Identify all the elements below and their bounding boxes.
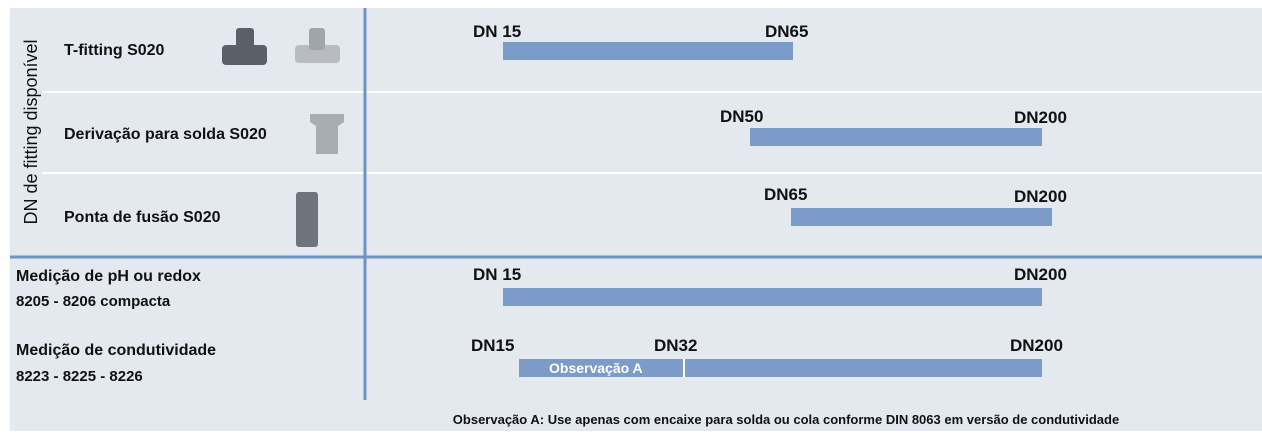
- range-label: DN 15: [473, 22, 521, 41]
- row-label: T-fitting S020: [64, 42, 165, 59]
- range-label: DN200: [1014, 265, 1067, 284]
- side-label: DN de fitting disponível: [21, 39, 41, 224]
- row-label: Ponta de fusão S020: [64, 209, 221, 226]
- range-bar: [519, 359, 1042, 377]
- range-label: DN200: [1014, 108, 1067, 127]
- range-label: DN15: [471, 336, 514, 355]
- row-label: Medição de condutividade: [16, 342, 216, 359]
- footnote: Observação A: Use apenas com encaixe par…: [453, 412, 1119, 427]
- range-bars: [503, 42, 1052, 377]
- range-label: DN200: [1010, 336, 1063, 355]
- range-label: DN 15: [473, 265, 521, 284]
- row-label: 8223 - 8225 - 8226: [16, 368, 143, 385]
- segment-label: Observação A: [549, 360, 643, 376]
- row-label: Derivação para solda S020: [64, 126, 267, 143]
- range-label: DN65: [764, 185, 807, 204]
- range-bar: [750, 128, 1042, 146]
- range-bar: [791, 208, 1052, 226]
- range-label: DN32: [654, 336, 697, 355]
- range-label: DN200: [1014, 187, 1067, 206]
- range-bar: [503, 288, 1042, 306]
- range-label: DN50: [720, 107, 763, 126]
- range-bar: [503, 42, 793, 60]
- row-label: 8205 - 8206 compacta: [16, 293, 171, 310]
- icon: [222, 28, 344, 247]
- row-label: Medição de pH ou redox: [16, 268, 201, 285]
- range-label: DN65: [765, 22, 808, 41]
